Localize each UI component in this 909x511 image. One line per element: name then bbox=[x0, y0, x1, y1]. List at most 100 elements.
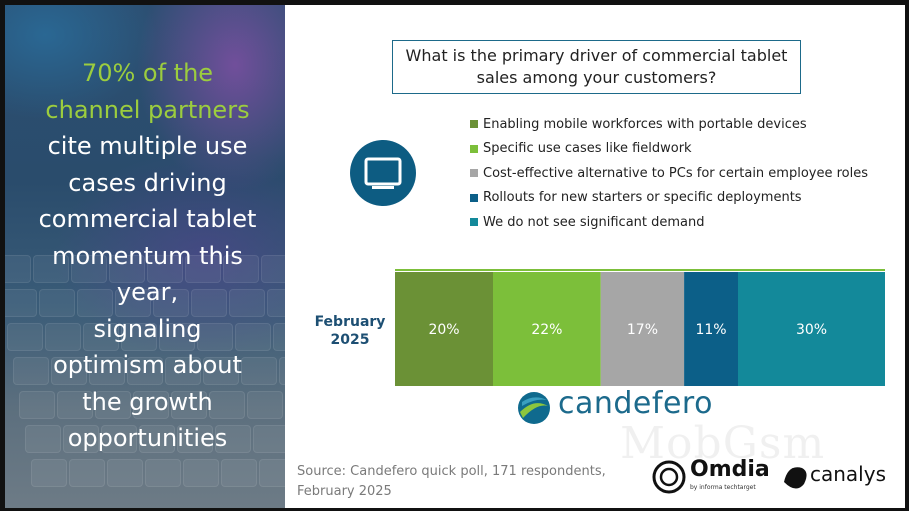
legend-item: We do not see significant demand bbox=[470, 210, 890, 235]
keyboard-key bbox=[229, 289, 265, 317]
omdia-subtitle: by informa techtarget bbox=[690, 484, 756, 491]
keyboard-key bbox=[19, 391, 55, 419]
bar-data-label: 11% bbox=[695, 322, 726, 338]
keyboard-key bbox=[247, 391, 283, 419]
legend-item: Cost-effective alternative to PCs for ce… bbox=[470, 161, 890, 186]
keyboard-key bbox=[279, 357, 285, 385]
keyboard-key bbox=[5, 289, 37, 317]
legend-item: Rollouts for new starters or specific de… bbox=[470, 186, 890, 211]
keyboard-key bbox=[57, 391, 93, 419]
bar-data-label: 20% bbox=[428, 322, 459, 338]
keyboard-key bbox=[145, 459, 181, 487]
keyboard-key bbox=[185, 255, 221, 283]
keyboard-key bbox=[69, 459, 105, 487]
keyboard-key bbox=[39, 289, 75, 317]
legend-swatch bbox=[470, 120, 478, 129]
keyboard-key bbox=[197, 323, 233, 351]
keyboard-key bbox=[51, 357, 87, 385]
headline-highlight: 70% of the channel partners bbox=[45, 59, 250, 124]
keyboard-key bbox=[7, 323, 43, 351]
omdia-logo bbox=[652, 460, 686, 494]
row-label-line1: February bbox=[315, 314, 386, 330]
keyboard-key bbox=[153, 289, 189, 317]
legend-label: Cost-effective alternative to PCs for ce… bbox=[483, 165, 868, 181]
legend-label: Enabling mobile workforces with portable… bbox=[483, 116, 807, 132]
keyboard-key bbox=[259, 459, 285, 487]
keyboard-key bbox=[133, 391, 169, 419]
legend-label: Rollouts for new starters or specific de… bbox=[483, 190, 802, 206]
bar-segment bbox=[493, 272, 601, 386]
legend-label: We do not see significant demand bbox=[483, 214, 705, 230]
chart-legend: Enabling mobile workforces with portable… bbox=[470, 112, 890, 235]
bar-segment bbox=[600, 272, 685, 386]
canalys-wordmark: canalys bbox=[810, 462, 886, 486]
legend-swatch bbox=[470, 169, 478, 178]
legend-label: Specific use cases like fieldwork bbox=[483, 141, 692, 157]
bar-segment bbox=[738, 272, 885, 386]
keyboard-key bbox=[147, 255, 183, 283]
legend-swatch bbox=[470, 193, 478, 202]
row-label-line2: 2025 bbox=[331, 332, 370, 348]
keyboard-key bbox=[203, 357, 239, 385]
keyboard-key bbox=[83, 323, 119, 351]
keyboard-key bbox=[273, 323, 285, 351]
canalys-logo bbox=[784, 467, 807, 489]
canalys-mark-icon bbox=[784, 467, 807, 489]
keyboard-key bbox=[221, 459, 257, 487]
omdia-wordmark: Omdia bbox=[690, 457, 770, 482]
headline-rest: cite multiple use cases driving commercial… bbox=[38, 132, 257, 452]
keyboard-key bbox=[31, 459, 67, 487]
headline: 70% of the channel partners cite multiple… bbox=[15, 55, 280, 457]
keyboard-key bbox=[253, 425, 285, 453]
keyboard-key bbox=[177, 425, 213, 453]
keyboard-key bbox=[261, 255, 285, 283]
legend-item: Specific use cases like fieldwork bbox=[470, 137, 890, 162]
keyboard-key bbox=[107, 459, 143, 487]
legend-swatch bbox=[470, 144, 478, 153]
watermark: MobGsm bbox=[620, 418, 826, 469]
keyboard-key bbox=[165, 357, 201, 385]
keyboard-key bbox=[115, 289, 151, 317]
keyboard-key bbox=[223, 255, 259, 283]
bar-data-label: 17% bbox=[627, 322, 658, 338]
keyboard-key bbox=[25, 425, 61, 453]
question-box: What is the primary driver of commercial… bbox=[392, 40, 801, 94]
keyboard-key bbox=[5, 255, 31, 283]
keyboard-key bbox=[45, 323, 81, 351]
omdia-ring-icon bbox=[652, 460, 686, 494]
keyboard-key bbox=[235, 323, 271, 351]
keyboard-key bbox=[13, 357, 49, 385]
keyboard-key bbox=[209, 391, 245, 419]
keyboard-key bbox=[171, 391, 207, 419]
keyboard-key bbox=[109, 255, 145, 283]
bar-data-label: 22% bbox=[531, 322, 562, 338]
keyboard-key bbox=[95, 391, 131, 419]
keyboard-key bbox=[101, 425, 137, 453]
keyboard-key bbox=[241, 357, 277, 385]
source-note: Source: Candefero quick poll, 171 respon… bbox=[297, 464, 606, 499]
keyboard-key bbox=[159, 323, 195, 351]
candefero-wordmark: candefero bbox=[558, 386, 713, 421]
left-image-panel: 70% of the channel partners cite multiple… bbox=[5, 5, 285, 508]
keyboard-key bbox=[183, 459, 219, 487]
keyboard-key bbox=[33, 255, 69, 283]
keyboard-key bbox=[63, 425, 99, 453]
question-text: What is the primary driver of commercial… bbox=[405, 46, 788, 87]
keyboard-key bbox=[191, 289, 227, 317]
keyboard-key bbox=[267, 289, 285, 317]
keyboard-background bbox=[5, 255, 285, 508]
legend-swatch bbox=[470, 218, 478, 227]
stacked-bar-chart: February 2025 20% 22% 17% 11% 30% bbox=[315, 269, 885, 386]
keyboard-key bbox=[215, 425, 251, 453]
candefero-logo bbox=[518, 392, 550, 424]
keyboard-key bbox=[127, 357, 163, 385]
bar-data-label: 30% bbox=[796, 322, 827, 338]
keyboard-key bbox=[121, 323, 157, 351]
legend-item: Enabling mobile workforces with portable… bbox=[470, 112, 890, 137]
keyboard-key bbox=[89, 357, 125, 385]
tablet-monitor-icon bbox=[350, 140, 416, 206]
keyboard-key bbox=[77, 289, 113, 317]
keyboard-key bbox=[139, 425, 175, 453]
bar-segment bbox=[395, 272, 493, 386]
